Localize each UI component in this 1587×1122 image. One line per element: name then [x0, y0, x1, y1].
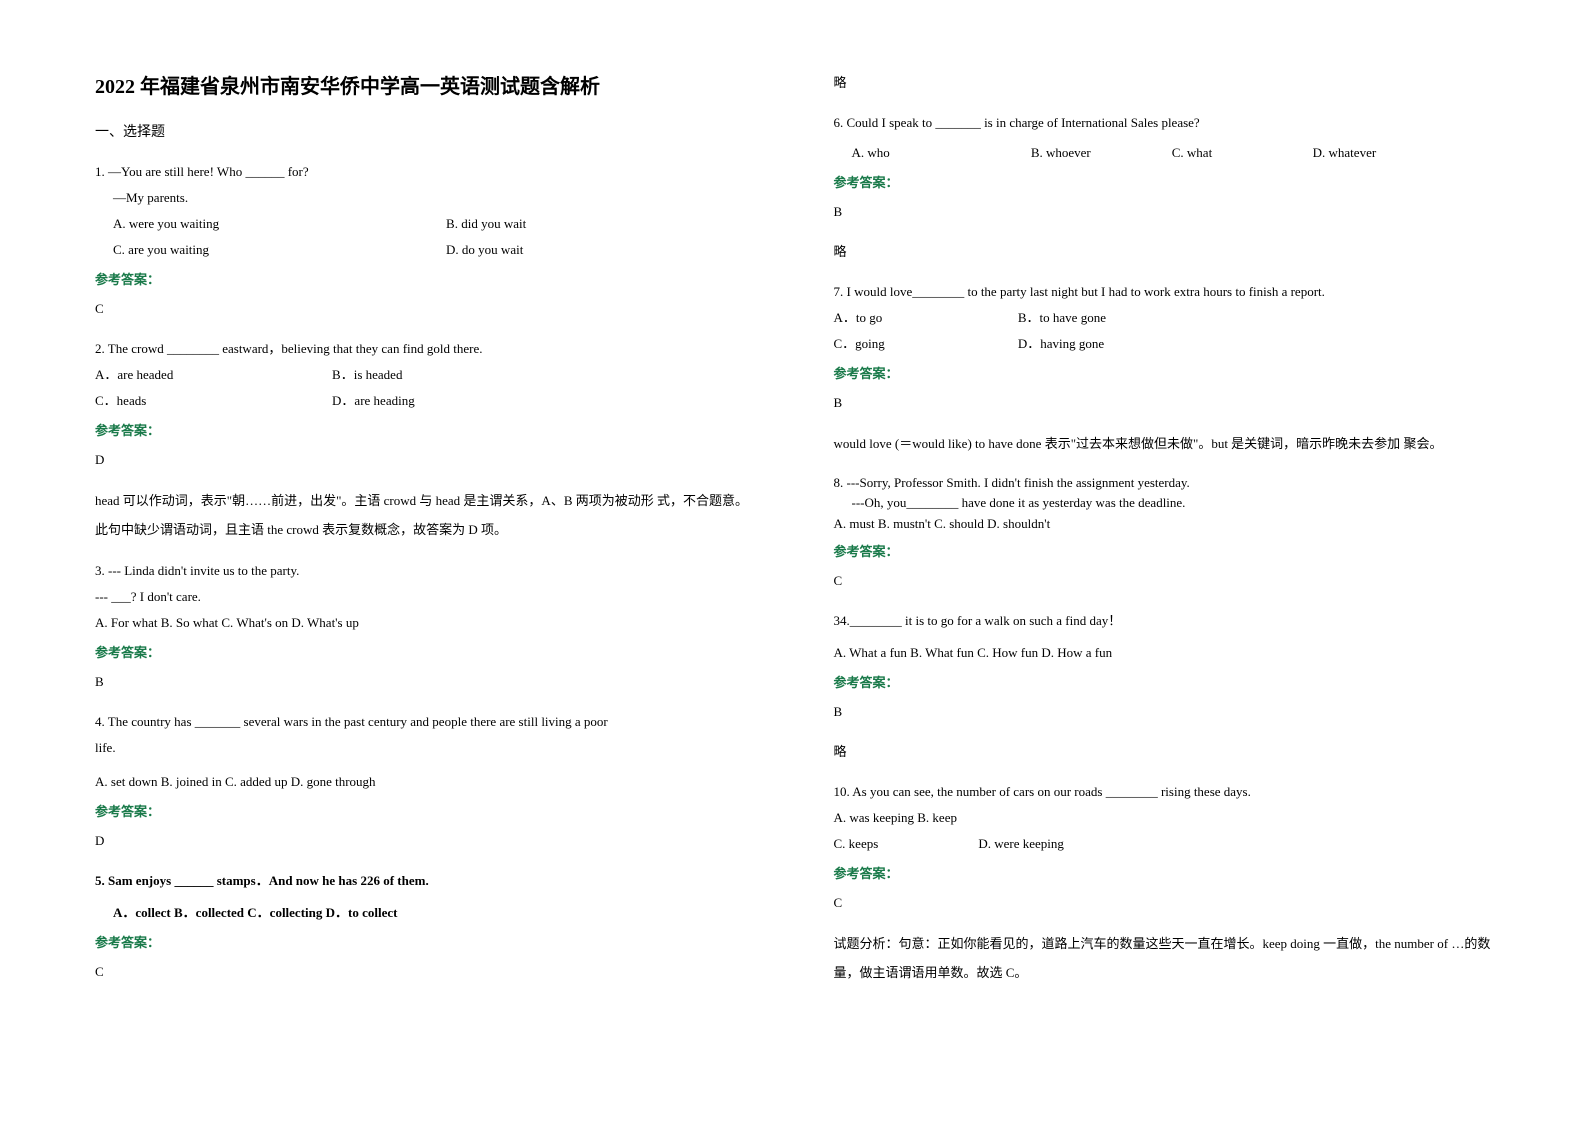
q6-opt-c: C. what — [1172, 140, 1313, 166]
answer-label: 参考答案： — [834, 363, 1493, 382]
q2-explain: head 可以作动词，表示"朝……前进，出发"。主语 crowd 与 head … — [95, 487, 754, 544]
q4-answer: D — [95, 828, 754, 854]
answer-label: 参考答案： — [95, 801, 754, 820]
q9-opts: A. What a fun B. What fun C. How fun D. … — [834, 640, 1493, 666]
q2-exp1: head 可以作动词，表示"朝……前进，出发"。主语 crowd 与 head … — [95, 493, 654, 508]
question-1: 1. —You are still here! Who ______ for? … — [95, 159, 754, 263]
q6-opt-d: D. whatever — [1313, 140, 1377, 166]
q2-opt-b: B．is headed — [332, 362, 402, 388]
question-9: 34.________ it is to go for a walk on su… — [834, 608, 1493, 666]
question-8: 8. ---Sorry, Professor Smith. I didn't f… — [834, 473, 1493, 535]
question-3: 3. --- Linda didn't invite us to the par… — [95, 558, 754, 636]
q6-line1: 6. Could I speak to _______ is in charge… — [834, 110, 1493, 136]
q3-opts: A. For what B. So what C. What's on D. W… — [95, 610, 754, 636]
q7-exp1: would love (＝would like) to have done 表示… — [834, 436, 1401, 451]
question-7: 7. I would love________ to the party las… — [834, 279, 1493, 357]
q2-answer: D — [95, 447, 754, 473]
q3-answer: B — [95, 669, 754, 695]
document-title: 2022 年福建省泉州市南安华侨中学高一英语测试题含解析 — [95, 70, 754, 99]
answer-label: 参考答案： — [834, 672, 1493, 691]
q4-line1: 4. The country has _______ several wars … — [95, 709, 754, 735]
answer-label: 参考答案： — [834, 172, 1493, 191]
q4-opts: A. set down B. joined in C. added up D. … — [95, 769, 754, 795]
q6-opt-b: B. whoever — [1031, 140, 1172, 166]
q1-opt-d: D. do you wait — [446, 237, 523, 263]
q7-opt-b: B．to have gone — [1018, 305, 1106, 331]
q8-line1: 8. ---Sorry, Professor Smith. I didn't f… — [834, 473, 1493, 494]
answer-label: 参考答案： — [95, 932, 754, 951]
q10-explain: 试题分析：句意：正如你能看见的，道路上汽车的数量这些天一直在增长。keep do… — [834, 930, 1493, 987]
q5-answer: C — [95, 959, 754, 985]
q4-line2: life. — [95, 735, 754, 761]
q7-line1: 7. I would love________ to the party las… — [834, 279, 1493, 305]
answer-label: 参考答案： — [834, 863, 1493, 882]
section-heading: 一、选择题 — [95, 121, 754, 141]
q2-opt-c: C．heads — [95, 388, 332, 414]
q7-exp2: 聚会。 — [1403, 436, 1442, 451]
q6-answer: B — [834, 199, 1493, 225]
q10-opt-ab: A. was keeping B. keep — [834, 805, 1493, 831]
question-6: 6. Could I speak to _______ is in charge… — [834, 110, 1493, 166]
answer-label: 参考答案： — [95, 269, 754, 288]
q8-opts: A. must B. mustn't C. should D. shouldn'… — [834, 514, 1493, 535]
question-10: 10. As you can see, the number of cars o… — [834, 779, 1493, 857]
q9-answer: B — [834, 699, 1493, 725]
q2-line1: 2. The crowd ________ eastward，believing… — [95, 336, 754, 362]
q1-opt-c: C. are you waiting — [113, 237, 446, 263]
q1-line1: 1. —You are still here! Who ______ for? — [95, 159, 754, 185]
q7-opt-c: C．going — [834, 331, 1018, 357]
q10-opt-c: C. keeps — [834, 831, 979, 857]
answer-label: 参考答案： — [95, 420, 754, 439]
q7-explain: would love (＝would like) to have done 表示… — [834, 430, 1493, 459]
page: 2022 年福建省泉州市南安华侨中学高一英语测试题含解析 一、选择题 1. —Y… — [95, 70, 1492, 1001]
q10-answer: C — [834, 890, 1493, 916]
column-left: 2022 年福建省泉州市南安华侨中学高一英语测试题含解析 一、选择题 1. —Y… — [95, 70, 754, 1001]
answer-label: 参考答案： — [95, 642, 754, 661]
q6-extra: 略 — [834, 239, 1493, 265]
q10-line1: 10. As you can see, the number of cars o… — [834, 779, 1493, 805]
q6-opt-a: A. who — [852, 140, 1031, 166]
q5-extra: 略 — [834, 70, 1493, 96]
q8-line2: ---Oh, you________ have done it as yeste… — [834, 493, 1493, 514]
q8-answer: C — [834, 568, 1493, 594]
q10-exp1: 试题分析：句意：正如你能看见的，道路上汽车的数量这些天一直在增长。keep do… — [834, 936, 1392, 951]
question-2: 2. The crowd ________ eastward，believing… — [95, 336, 754, 414]
q9-extra: 略 — [834, 739, 1493, 765]
question-4: 4. The country has _______ several wars … — [95, 709, 754, 761]
q3-line2: --- ___? I don't care. — [95, 584, 754, 610]
q2-opt-a: A．are headed — [95, 362, 332, 388]
q9-line1: 34.________ it is to go for a walk on su… — [834, 608, 1493, 634]
q1-line2: —My parents. — [95, 185, 754, 211]
q7-opt-a: A．to go — [834, 305, 1018, 331]
q7-opt-d: D．having gone — [1018, 331, 1104, 357]
column-right: 略 6. Could I speak to _______ is in char… — [834, 70, 1493, 1001]
q1-answer: C — [95, 296, 754, 322]
q5-opts: A．collect B．collected C．collecting D．to … — [95, 900, 754, 926]
q1-opt-b: B. did you wait — [446, 211, 526, 237]
q10-opt-d: D. were keeping — [978, 831, 1064, 857]
answer-label: 参考答案： — [834, 541, 1493, 560]
q2-opt-d: D．are heading — [332, 388, 415, 414]
question-5: 5. Sam enjoys ______ stamps．And now he h… — [95, 868, 754, 926]
q7-answer: B — [834, 390, 1493, 416]
q5-line1: 5. Sam enjoys ______ stamps．And now he h… — [95, 868, 754, 894]
q3-line1: 3. --- Linda didn't invite us to the par… — [95, 558, 754, 584]
q1-opt-a: A. were you waiting — [113, 211, 446, 237]
